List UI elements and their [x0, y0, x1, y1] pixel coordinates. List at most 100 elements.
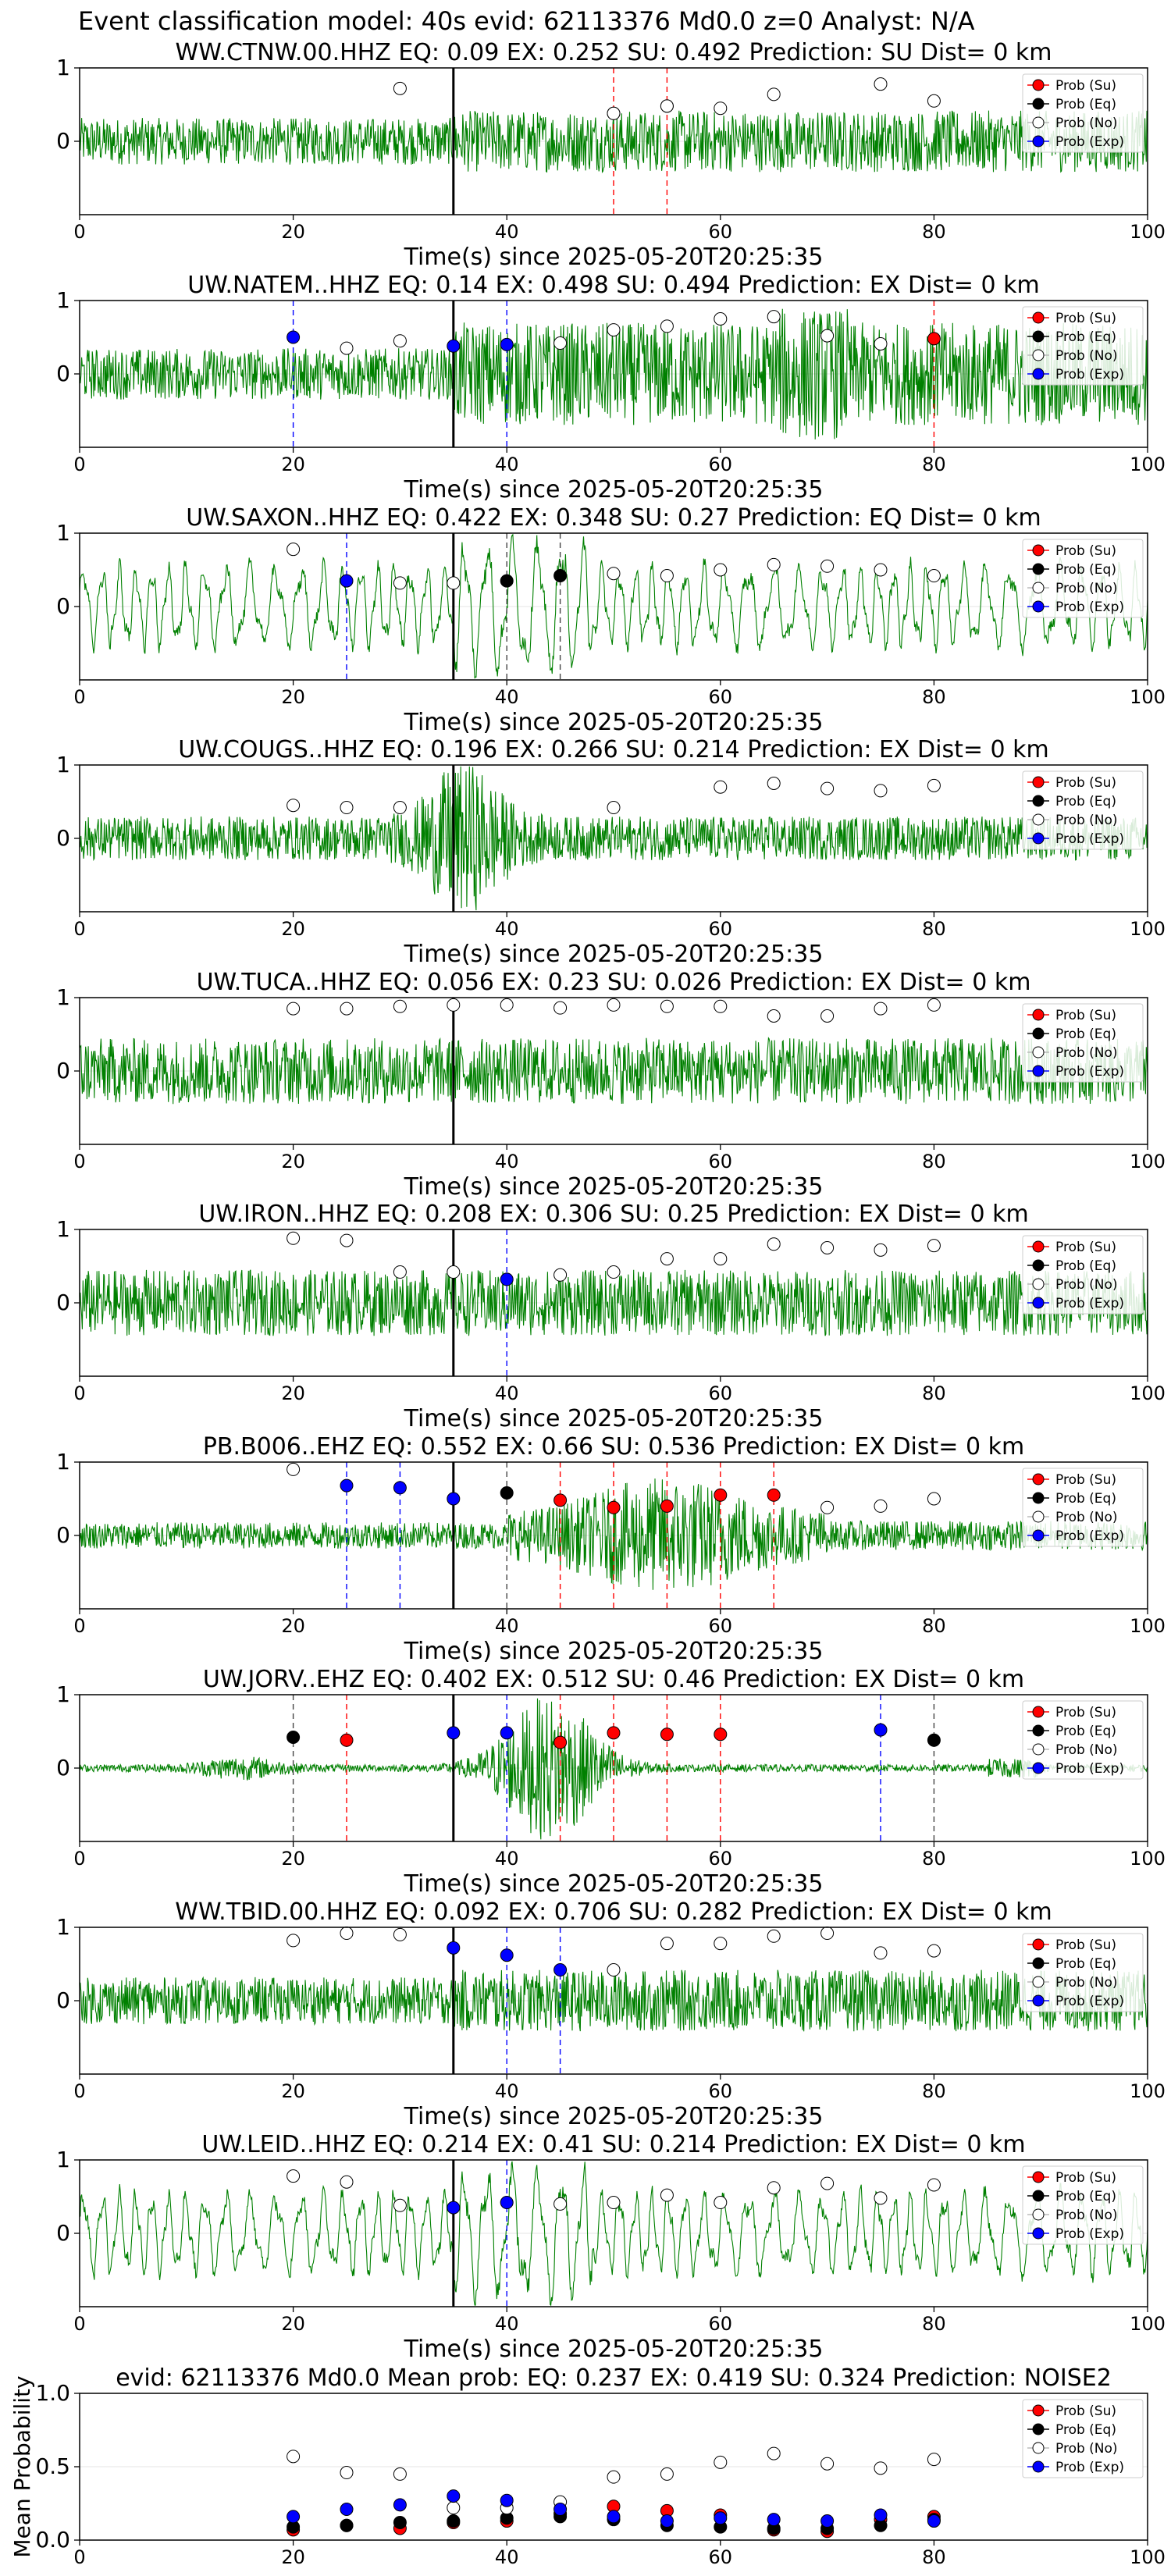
- subplot-11: evid: 62113376 Md0.0 Mean prob: EQ: 0.23…: [9, 2364, 1166, 2568]
- y-tick-label: 1: [56, 55, 70, 80]
- x-axis-label: Time(s) since 2025-05-20T20:25:35: [404, 476, 824, 503]
- x-tick-label: 40: [495, 1615, 519, 1637]
- legend-marker: [1032, 311, 1045, 324]
- no-point: [447, 2501, 461, 2515]
- no-point: [607, 106, 621, 120]
- exp-point: [447, 339, 461, 353]
- waveform-trace: [79, 766, 1148, 911]
- subplot-title: UW.JORV..EHZ EQ: 0.402 EX: 0.512 SU: 0.4…: [203, 1666, 1024, 1693]
- subplot-8: UW.JORV..EHZ EQ: 0.402 EX: 0.512 SU: 0.4…: [56, 1666, 1166, 1898]
- x-tick-label: 40: [495, 221, 519, 243]
- no-point: [340, 1233, 354, 1247]
- no-point: [767, 777, 781, 790]
- x-tick-label: 0: [73, 1848, 85, 1870]
- eq-point: [500, 1485, 514, 1500]
- no-point: [767, 2446, 781, 2460]
- x-tick-label: 20: [281, 918, 305, 940]
- waveform-trace: [79, 1037, 1148, 1105]
- x-tick-label: 80: [922, 1382, 946, 1404]
- legend-marker: [1032, 1046, 1045, 1059]
- legend-marker: [1032, 832, 1045, 845]
- legend-label: Prob (Eq): [1055, 794, 1116, 809]
- legend-label: Prob (Su): [1055, 78, 1116, 94]
- waveform-trace: [79, 1969, 1148, 2032]
- exp-point: [340, 574, 354, 588]
- y-tick-label: 0: [56, 1058, 70, 1083]
- legend-label: Prob (Su): [1055, 2170, 1116, 2186]
- no-point: [714, 2455, 728, 2469]
- exp-point: [660, 2514, 674, 2528]
- legend-marker: [1032, 1938, 1045, 1951]
- no-point: [820, 1500, 835, 1514]
- subplot-title: WW.CTNW.00.HHZ EQ: 0.09 EX: 0.252 SU: 0.…: [176, 39, 1052, 66]
- exp-point: [500, 337, 514, 351]
- no-point: [874, 784, 888, 798]
- no-point: [927, 998, 941, 1012]
- no-point: [874, 2191, 888, 2205]
- x-tick-label: 60: [709, 2313, 733, 2335]
- legend-marker: [1032, 98, 1045, 110]
- x-tick-label: 60: [709, 1151, 733, 1172]
- no-point: [874, 1243, 888, 1257]
- x-tick-label: 80: [922, 1151, 946, 1172]
- eq-point: [500, 574, 514, 588]
- no-point: [714, 1937, 728, 1951]
- legend-label: Prob (Eq): [1055, 562, 1116, 578]
- x-tick-label: 20: [281, 221, 305, 243]
- subplot-title: UW.NATEM..HHZ EQ: 0.14 EX: 0.498 SU: 0.4…: [187, 272, 1039, 299]
- x-tick-label: 60: [709, 221, 733, 243]
- no-point: [767, 2181, 781, 2195]
- exp-point: [287, 330, 301, 344]
- legend-label: Prob (No): [1055, 2208, 1118, 2223]
- exp-point: [447, 2201, 461, 2215]
- x-tick-label: 60: [709, 686, 733, 708]
- no-point: [393, 1265, 407, 1279]
- legend-marker: [1032, 563, 1045, 575]
- legend-label: Prob (No): [1055, 1510, 1118, 1525]
- legend-marker: [1032, 1762, 1045, 1774]
- legend-label: Prob (Su): [1055, 1240, 1116, 1255]
- no-point: [393, 801, 407, 815]
- x-tick-label: 60: [709, 1382, 733, 1404]
- legend-marker: [1032, 582, 1045, 594]
- no-point: [287, 2169, 301, 2183]
- no-point: [287, 799, 301, 813]
- exp-point: [500, 2493, 514, 2507]
- no-point: [820, 2457, 835, 2471]
- legend-box: [1022, 2399, 1144, 2478]
- x-axis-label: Time(s) since 2025-05-20T20:25:35: [404, 2336, 824, 2363]
- no-point: [820, 559, 835, 573]
- no-point: [340, 1002, 354, 1016]
- x-tick-label: 40: [495, 2546, 519, 2568]
- x-tick-label: 0: [73, 918, 85, 940]
- legend-label: Prob (Exp): [1055, 1994, 1124, 2009]
- legend-label: Prob (Eq): [1055, 97, 1116, 112]
- y-tick-label: 1: [56, 2147, 70, 2172]
- legend-box: [1022, 2165, 1144, 2245]
- no-point: [874, 336, 888, 350]
- legend-marker: [1032, 1724, 1045, 1737]
- x-axis-label: Time(s) since 2025-05-20T20:25:35: [404, 941, 824, 968]
- legend-label: Prob (Eq): [1055, 1956, 1116, 1972]
- y-tick-label: 1.0: [35, 2380, 70, 2406]
- legend-label: Prob (Su): [1055, 1472, 1116, 1488]
- no-point: [607, 567, 621, 581]
- legend-marker: [1032, 2423, 1045, 2435]
- y-tick-label: 1: [56, 984, 70, 1010]
- x-tick-label: 0: [73, 2313, 85, 2335]
- y-tick-label: 0: [56, 128, 70, 154]
- su-point: [927, 332, 941, 346]
- exp-point: [500, 2196, 514, 2210]
- legend-label: Prob (Eq): [1055, 1026, 1116, 1042]
- exp-point: [553, 1963, 568, 1977]
- y-tick-label: 1: [56, 520, 70, 546]
- exp-point: [553, 2503, 568, 2517]
- x-tick-label: 60: [709, 2546, 733, 2568]
- exp-point: [820, 2514, 835, 2528]
- figure-title: Event classification model: 40s evid: 62…: [78, 6, 975, 36]
- eq-point: [447, 2514, 461, 2528]
- legend-label: Prob (Su): [1055, 543, 1116, 559]
- no-point: [660, 2467, 674, 2481]
- legend-box: [1022, 306, 1144, 386]
- legend-marker: [1032, 1027, 1045, 1040]
